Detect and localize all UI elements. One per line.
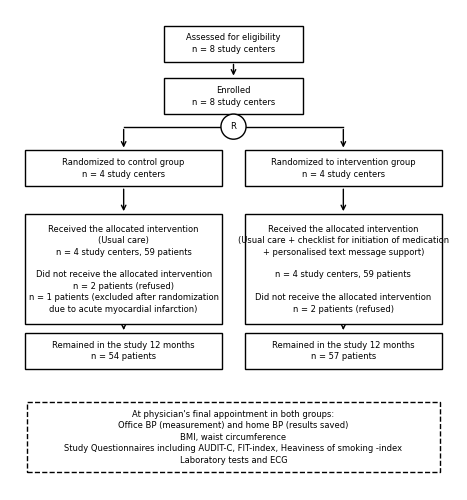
FancyBboxPatch shape (245, 333, 442, 369)
Text: Remained in the study 12 months
n = 57 patients: Remained in the study 12 months n = 57 p… (272, 340, 415, 361)
Text: Received the allocated intervention
(Usual care + checklist for initiation of me: Received the allocated intervention (Usu… (238, 224, 449, 314)
FancyBboxPatch shape (27, 402, 440, 472)
Text: Remained in the study 12 months
n = 54 patients: Remained in the study 12 months n = 54 p… (52, 340, 195, 361)
Text: Randomized to intervention group
n = 4 study centers: Randomized to intervention group n = 4 s… (271, 158, 416, 178)
Text: R: R (231, 122, 236, 131)
FancyBboxPatch shape (25, 150, 222, 186)
FancyBboxPatch shape (245, 214, 442, 324)
FancyBboxPatch shape (164, 78, 303, 114)
Text: Received the allocated intervention
(Usual care)
n = 4 study centers, 59 patient: Received the allocated intervention (Usu… (28, 224, 219, 314)
Text: At physician's final appointment in both groups:
Office BP (measurement) and hom: At physician's final appointment in both… (64, 410, 403, 465)
Text: Randomized to control group
n = 4 study centers: Randomized to control group n = 4 study … (63, 158, 185, 178)
FancyBboxPatch shape (25, 333, 222, 369)
FancyBboxPatch shape (164, 26, 303, 62)
Text: Enrolled
n = 8 study centers: Enrolled n = 8 study centers (192, 86, 275, 106)
Text: Assessed for eligibility
n = 8 study centers: Assessed for eligibility n = 8 study cen… (186, 34, 281, 54)
FancyBboxPatch shape (245, 150, 442, 186)
Ellipse shape (221, 114, 246, 139)
FancyBboxPatch shape (25, 214, 222, 324)
